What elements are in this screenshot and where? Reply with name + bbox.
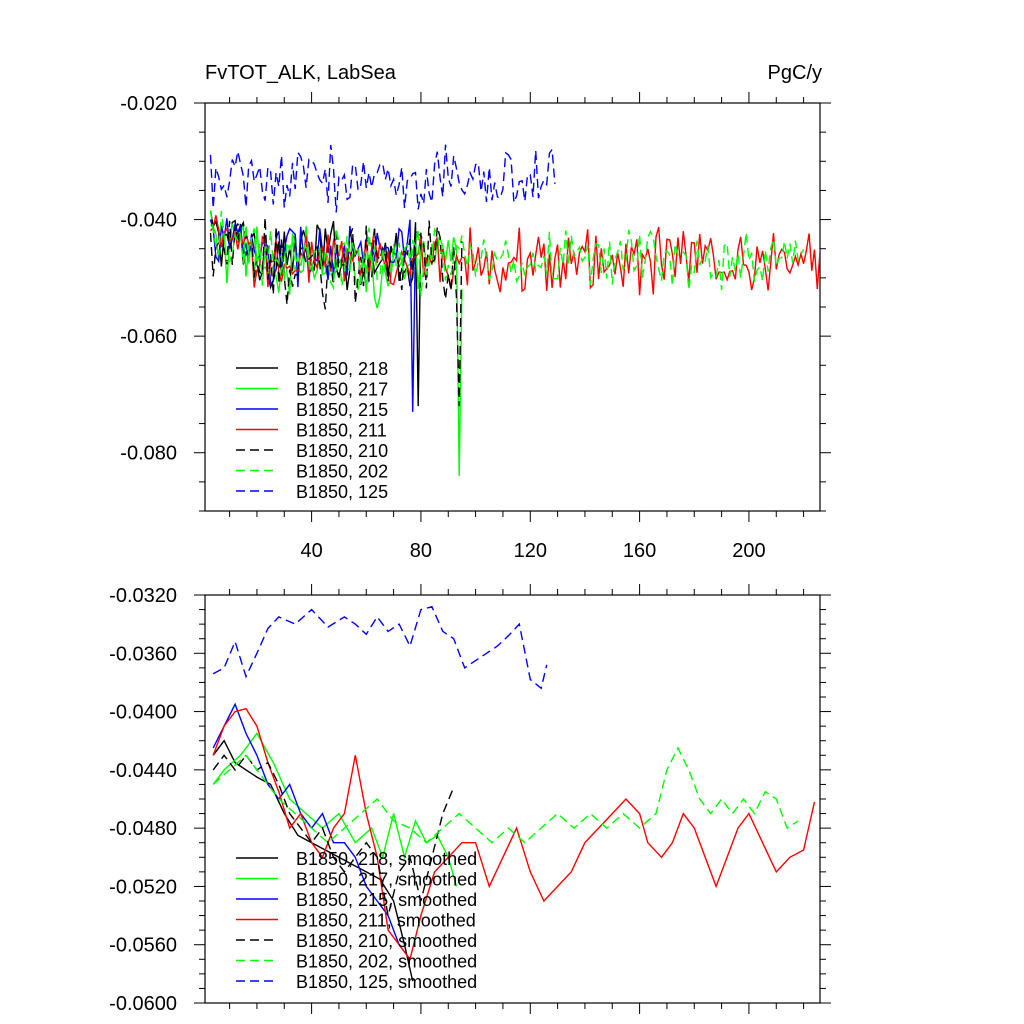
legend-entry: B1850, 217, smoothed [296,870,477,890]
legend-entry: B1850, 218 [296,359,388,379]
legend-entry: B1850, 211 [296,421,387,441]
y-tick-label: -0.040 [120,210,177,232]
legend-entry: B1850, 210, smoothed [296,931,477,951]
series-line [209,215,820,296]
legend-entry: B1850, 217 [296,380,388,400]
x-tick-label: 160 [623,540,656,562]
x-tick-label: 40 [300,540,322,562]
y-tick-label: -0.0440 [109,760,177,782]
legend-entry: B1850, 211, smoothed [296,911,476,931]
y-tick-label: -0.0600 [109,993,177,1015]
x-tick-label: 200 [732,540,765,562]
top-plot: 40 80 120 160 200 -0.020 -0.040 -0.060 -0.080 B18… [120,92,831,562]
legend-entry: B1850, 202 [296,462,388,482]
bottom-plot: -0.0320 -0.0360 -0.0400 -0.0440 -0.0480 -0.05… [109,584,831,1015]
y-tick-label: -0.0560 [109,935,177,957]
y-tick-label: -0.080 [120,443,177,465]
series-line [212,605,548,690]
y-tick-label: -0.0320 [109,585,177,607]
series-line [212,754,455,916]
series-line [212,746,799,844]
chart-title: FvTOT_ALK, LabSea [205,62,396,84]
series-line [212,707,816,961]
series-line [209,210,805,297]
y-tick-label: -0.0480 [109,818,177,840]
legend-entry: B1850, 125, smoothed [296,972,477,992]
y-tick-label: -0.0360 [109,643,177,665]
series-line [209,217,463,407]
series-line [209,144,556,213]
legend-entry: B1850, 202, smoothed [296,952,477,972]
legend-entry: B1850, 218, smoothed [296,849,477,869]
x-tick-label: 120 [514,540,547,562]
y-tick-label: -0.0520 [109,876,177,898]
legend-entry: B1850, 210 [296,441,388,461]
units-label: PgC/y [767,62,822,84]
series-group [212,605,816,982]
y-tick-label: -0.060 [120,326,177,348]
legend-entry: B1850, 215 [296,400,388,420]
y-tick-label: -0.0400 [109,702,177,724]
y-tick-label: -0.020 [120,93,177,115]
series-group [209,144,820,477]
x-tick-label: 80 [410,540,432,562]
legend-entry: B1850, 125 [296,482,388,502]
series-line [209,210,422,407]
legend-entry: B1850, 215, smoothed [296,890,477,910]
